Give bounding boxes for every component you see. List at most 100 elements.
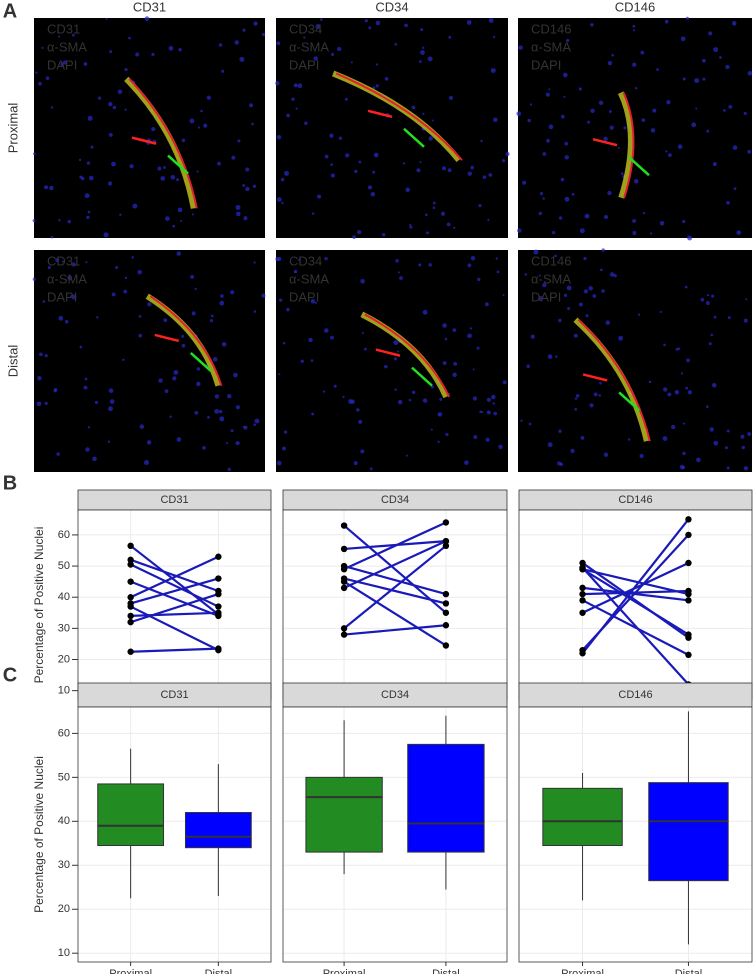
nucleus — [37, 375, 42, 381]
nucleus — [637, 313, 641, 316]
nucleus — [447, 168, 452, 173]
y-tick-label: 10 — [58, 947, 70, 959]
nucleus — [276, 134, 282, 140]
nucleus — [446, 222, 451, 227]
arrow — [592, 138, 618, 147]
nucleus — [124, 68, 128, 72]
nucleus — [330, 163, 333, 166]
nucleus — [522, 180, 527, 185]
nucleus — [411, 105, 416, 110]
point — [685, 631, 692, 638]
nucleus — [345, 153, 350, 158]
nucleus — [633, 179, 639, 184]
row-label: Proximal — [5, 103, 20, 154]
nucleus — [393, 340, 399, 346]
nucleus — [87, 426, 91, 429]
nucleus — [593, 392, 598, 397]
nucleus — [558, 318, 562, 323]
nucleus — [493, 117, 498, 122]
panel-letter: B — [3, 472, 17, 494]
nucleus — [71, 262, 76, 267]
nucleus — [493, 35, 496, 39]
nucleus — [607, 190, 612, 196]
nucleus — [564, 141, 569, 146]
nucleus — [684, 285, 688, 289]
micrograph — [276, 250, 508, 472]
column-header: CD146 — [615, 0, 655, 14]
nucleus — [218, 43, 223, 47]
pair-line — [581, 518, 690, 654]
nucleus — [575, 394, 580, 398]
y-tick-label: 50 — [58, 771, 70, 783]
nucleus — [741, 445, 746, 450]
vessel — [124, 76, 197, 209]
box — [305, 776, 383, 853]
nucleus — [87, 115, 93, 121]
nucleus — [420, 50, 425, 55]
nucleus — [86, 215, 90, 220]
nucleus — [281, 446, 286, 451]
nucleus — [196, 381, 201, 387]
nucleus — [111, 161, 116, 167]
nucleus — [632, 29, 636, 32]
nucleus — [632, 218, 637, 223]
point — [340, 631, 348, 638]
nucleus — [420, 28, 424, 32]
nucleus — [613, 274, 617, 278]
nucleus — [570, 448, 575, 453]
nucleus — [405, 454, 408, 457]
nucleus — [685, 386, 689, 390]
panel-border — [518, 706, 753, 963]
nucleus — [368, 26, 372, 30]
nucleus — [56, 452, 60, 456]
arrow — [628, 156, 650, 177]
arrow — [189, 352, 212, 372]
nucleus — [147, 302, 152, 307]
micrograph — [276, 18, 508, 238]
stain-label: α-SMA — [289, 271, 329, 286]
nucleus — [745, 298, 748, 301]
nucleus — [422, 309, 428, 315]
nucleus — [431, 119, 434, 122]
nucleus — [372, 86, 376, 90]
nucleus — [632, 24, 636, 28]
nucleus — [620, 172, 624, 175]
nucleus — [659, 221, 665, 226]
nucleus — [280, 177, 285, 182]
nucleus — [442, 323, 447, 328]
nucleus — [705, 301, 710, 305]
nucleus — [128, 36, 131, 40]
nucleus — [83, 62, 88, 66]
nucleus — [231, 155, 236, 160]
nucleus — [135, 52, 140, 57]
nucleus — [724, 446, 728, 450]
pair-line — [130, 555, 219, 599]
stain-label: DAPI — [47, 57, 77, 72]
nucleus — [360, 278, 365, 284]
nucleus — [33, 152, 36, 156]
point — [442, 642, 450, 649]
nucleus — [601, 289, 605, 293]
nucleus — [176, 437, 182, 442]
nucleus — [39, 352, 43, 357]
nucleus — [418, 263, 422, 267]
nucleus — [364, 347, 367, 351]
nucleus — [726, 200, 730, 205]
nucleus — [276, 197, 282, 202]
arrow — [403, 127, 425, 148]
nucleus — [357, 229, 362, 235]
nucleus — [165, 216, 170, 222]
nucleus — [278, 373, 281, 376]
nucleus — [439, 397, 443, 401]
nucleus — [361, 331, 364, 335]
nucleus — [84, 193, 90, 199]
y-tick-label: 50 — [58, 560, 70, 572]
nucleus — [725, 64, 730, 70]
panel-border — [77, 706, 272, 963]
nucleus — [641, 118, 646, 123]
nucleus — [354, 169, 358, 173]
nucleus — [131, 256, 135, 259]
nucleus — [32, 277, 36, 281]
nucleus — [138, 314, 142, 318]
